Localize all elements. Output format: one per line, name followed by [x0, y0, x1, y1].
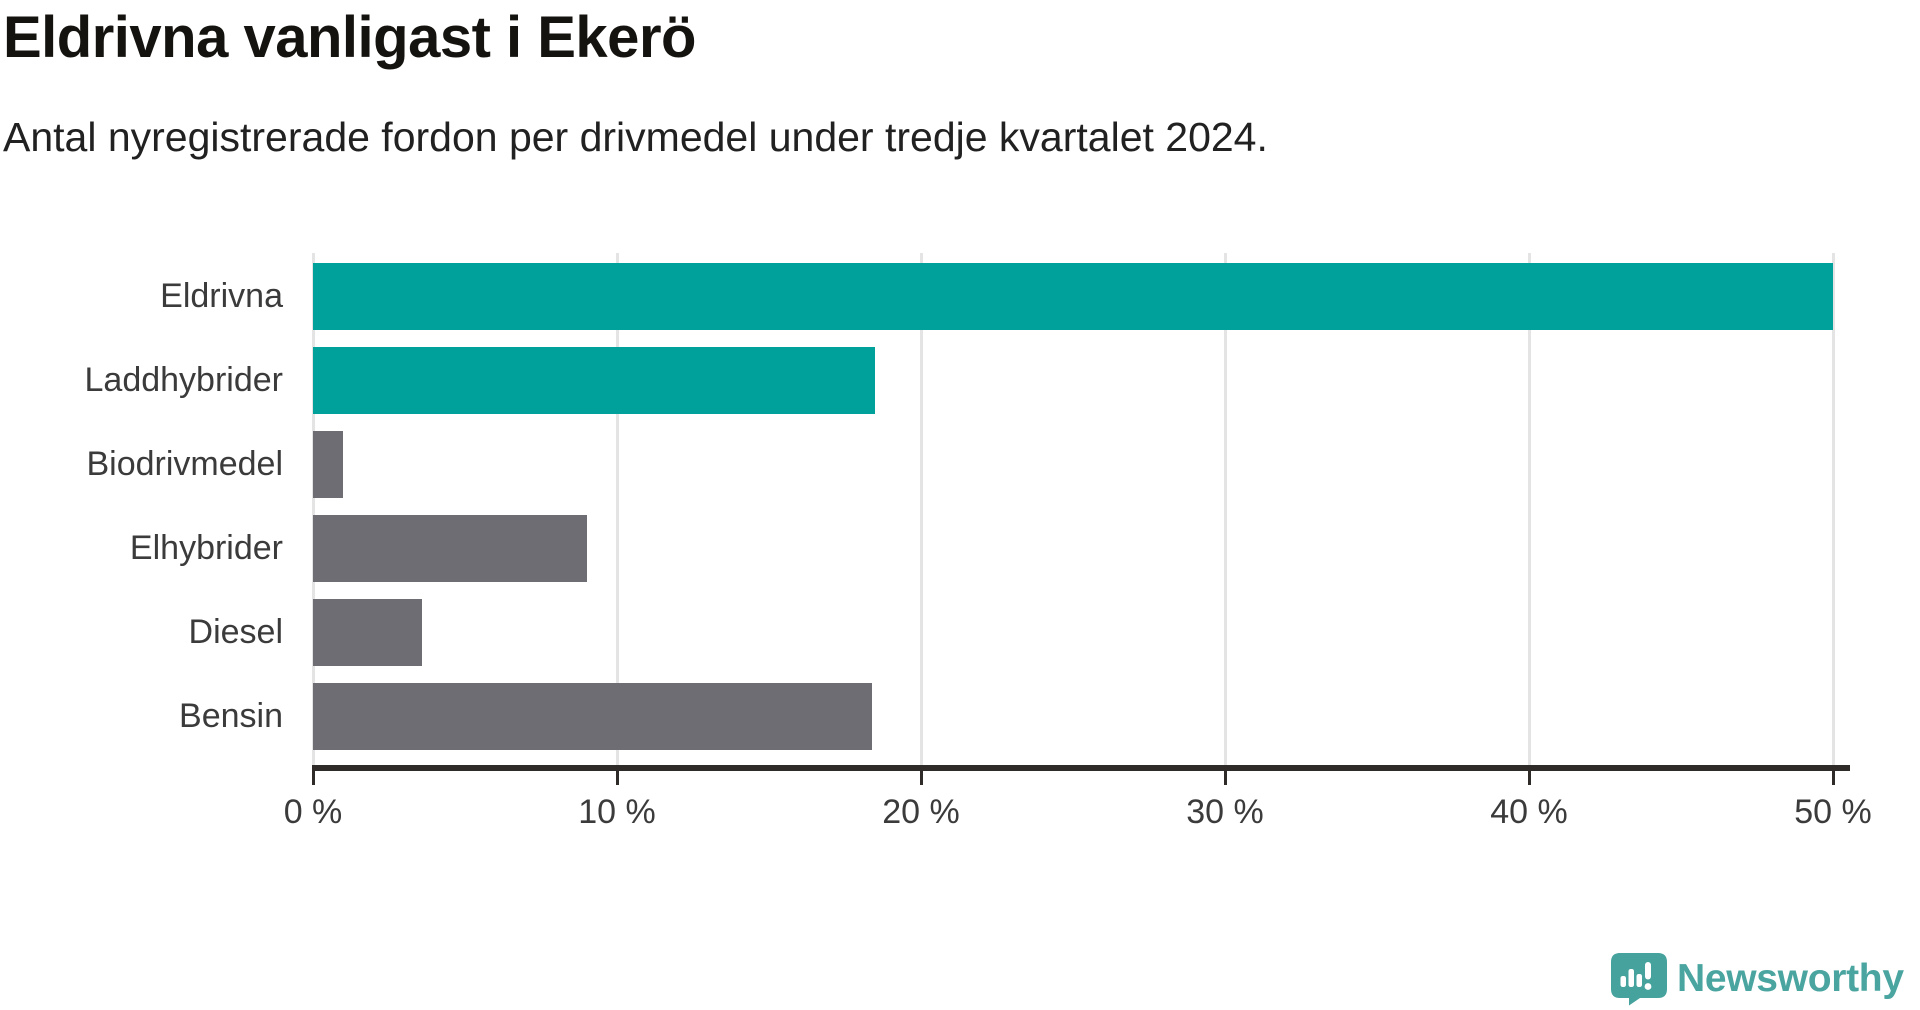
- x-tick-mark-0: [311, 765, 315, 785]
- category-label-diesel: Diesel: [188, 613, 283, 651]
- chart-subtitle: Antal nyregistrerade fordon per drivmede…: [3, 114, 1268, 160]
- bar-eldrivna: [313, 263, 1833, 330]
- category-label-biodrivmedel: Biodrivmedel: [86, 445, 283, 483]
- bar-diesel: [313, 599, 423, 666]
- gridline-50-percent: [1831, 253, 1835, 765]
- x-tick-label-0: 0 %: [283, 793, 343, 831]
- bar-laddhybrider: [313, 347, 876, 414]
- gridline-0-percent: [311, 253, 315, 765]
- newsworthy-chart-bubble-icon: [1611, 953, 1667, 1006]
- gridline-10-percent: [615, 253, 619, 765]
- category-label-elhybrider: Elhybrider: [129, 529, 283, 567]
- category-label-eldrivna: Eldrivna: [160, 277, 283, 315]
- x-tick-mark-20: [919, 765, 923, 785]
- bar-bensin: [313, 683, 873, 750]
- chart-title: Eldrivna vanligast i Ekerö: [3, 5, 696, 70]
- newsworthy-logo: Newsworthy: [1610, 951, 1904, 1007]
- bar-biodrivmedel: [313, 431, 344, 498]
- x-tick-label-50: 50 %: [1794, 793, 1872, 831]
- gridline-30-percent: [1223, 253, 1227, 765]
- x-tick-mark-40: [1527, 765, 1531, 785]
- x-tick-mark-50: [1831, 765, 1835, 785]
- bar-elhybrider: [313, 515, 587, 582]
- x-tick-mark-30: [1223, 765, 1227, 785]
- gridline-40-percent: [1527, 253, 1531, 765]
- newsworthy-wordmark: Newsworthy: [1677, 957, 1904, 1000]
- x-tick-label-40: 40 %: [1490, 793, 1568, 831]
- x-axis-line: [313, 765, 1850, 771]
- x-tick-label-10: 10 %: [578, 793, 656, 831]
- x-tick-label-20: 20 %: [882, 793, 960, 831]
- x-tick-mark-10: [615, 765, 619, 785]
- category-label-bensin: Bensin: [179, 697, 283, 735]
- x-tick-label-30: 30 %: [1186, 793, 1264, 831]
- gridline-20-percent: [919, 253, 923, 765]
- category-label-laddhybrider: Laddhybrider: [84, 361, 283, 399]
